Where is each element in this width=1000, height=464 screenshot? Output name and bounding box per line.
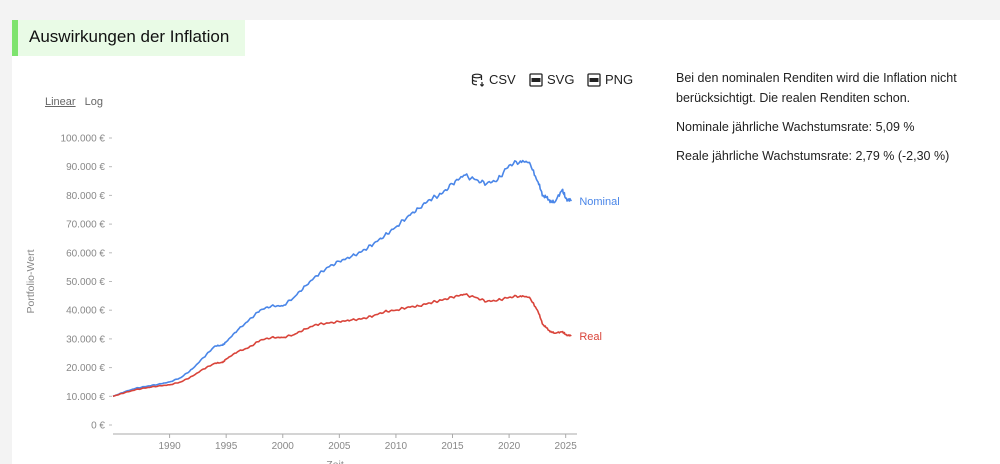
database-download-icon xyxy=(471,73,485,87)
png-file-icon xyxy=(587,72,601,87)
series-line-nominal xyxy=(112,159,572,398)
export-png-label: PNG xyxy=(605,72,634,87)
scale-linear-toggle[interactable]: Linear xyxy=(45,96,76,108)
y-tick-label: 60.000 € xyxy=(66,248,105,259)
real-growth-rate: Reale jährliche Wachstumsrate: 2,79 % (-… xyxy=(676,149,950,163)
export-svg-label: SVG xyxy=(547,72,575,87)
export-png-button[interactable]: PNG xyxy=(587,72,633,87)
y-axis-label: Portfolio-Wert xyxy=(25,249,37,313)
x-tick-label: 2015 xyxy=(441,441,464,452)
header-accent xyxy=(12,20,18,56)
x-tick-label: 2020 xyxy=(498,441,521,452)
x-tick-label: 2000 xyxy=(272,441,295,452)
svg-file-icon xyxy=(529,72,543,87)
series-line-real xyxy=(112,293,572,398)
scale-toggle: Linear Log xyxy=(45,96,109,108)
scale-log-toggle[interactable]: Log xyxy=(84,96,103,108)
y-tick-label: 70.000 € xyxy=(66,220,105,231)
y-tick-label: 40.000 € xyxy=(66,306,105,317)
y-tick-label: 90.000 € xyxy=(66,162,105,173)
x-tick-label: 2005 xyxy=(328,441,351,452)
section-header: Auswirkungen der Inflation xyxy=(12,20,245,56)
description-panel: Bei den nominalen Renditen wird die Infl… xyxy=(676,68,976,175)
y-tick-label: 80.000 € xyxy=(66,191,105,202)
x-tick-label: 2025 xyxy=(555,441,578,452)
y-tick-label: 100.000 € xyxy=(61,134,106,145)
description-intro: Bei den nominalen Renditen wird die Infl… xyxy=(676,71,957,105)
x-tick-label: 1990 xyxy=(158,441,181,452)
export-csv-label: CSV xyxy=(489,72,516,87)
export-csv-button[interactable]: CSV xyxy=(471,72,516,87)
series-label-real: Real xyxy=(579,331,602,343)
y-tick-label: 20.000 € xyxy=(66,363,105,374)
export-svg-button[interactable]: SVG xyxy=(529,72,574,87)
nominal-growth-rate: Nominale jährliche Wachstumsrate: 5,09 % xyxy=(676,120,915,134)
section-title: Auswirkungen der Inflation xyxy=(29,27,230,46)
y-tick-label: 50.000 € xyxy=(66,277,105,288)
portfolio-line-chart: 0 € 10.000 € 20.000 € 30.000 € 40.000 € 50.00… xyxy=(25,134,620,464)
x-axis-label: Zeit xyxy=(326,459,344,464)
series-label-nominal: Nominal xyxy=(579,196,619,208)
y-tick-label: 0 € xyxy=(91,421,105,432)
x-tick-label: 1995 xyxy=(215,441,238,452)
inflation-card: Auswirkungen der Inflation Linear Log CS… xyxy=(12,20,1000,464)
x-tick-label: 2010 xyxy=(385,441,408,452)
y-tick-label: 10.000 € xyxy=(66,392,105,403)
y-tick-label: 30.000 € xyxy=(66,334,105,345)
